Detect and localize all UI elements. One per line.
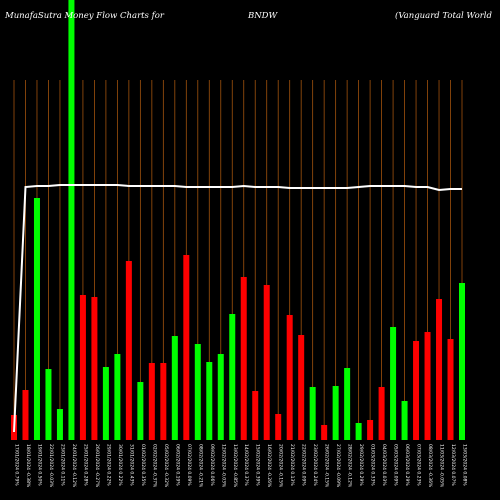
x-tick-label: 17/01/2024 0.79%: [14, 444, 20, 486]
x-tick-label: 27/02/2024 -0.09%: [335, 444, 341, 488]
x-tick-label: 22/01/2024 -0.03%: [48, 444, 54, 488]
bar: [275, 414, 282, 440]
x-tick-label: 06/03/2024 0.29%: [404, 444, 410, 486]
bar: [160, 363, 167, 440]
bar: [298, 335, 305, 440]
money-flow-line: [13, 184, 462, 433]
bar: [102, 367, 109, 440]
bar: [309, 387, 316, 440]
x-tick-label: 08/02/2024 -0.21%: [197, 444, 203, 488]
x-tick-label: 12/03/2024 0.07%: [450, 444, 456, 486]
x-tick-label: 28/02/2024 -0.12%: [347, 444, 353, 488]
bar: [79, 295, 86, 440]
bar: [459, 283, 465, 440]
bar: [22, 390, 29, 440]
x-tick-label: 22/02/2024 0.09%: [301, 444, 307, 486]
bar: [286, 315, 293, 440]
bar: [206, 362, 213, 440]
bar: [137, 382, 144, 440]
bar: [183, 255, 190, 440]
x-tick-label: 19/01/2024 0.50%: [36, 444, 42, 486]
bar: [217, 354, 224, 440]
bar: [390, 327, 397, 440]
bar: [367, 420, 374, 440]
x-tick-label: 14/02/2024 0.37%: [243, 444, 249, 486]
x-tick-label: 21/02/2024 0.13%: [289, 444, 295, 486]
x-tick-label: 30/01/2024 0.22%: [117, 444, 123, 486]
x-tick-label: 04/03/2024 0.03%: [381, 444, 387, 486]
x-tick-label: 06/02/2024 0.19%: [174, 444, 180, 486]
x-tick-label: 20/02/2024 -0.15%: [278, 444, 284, 488]
bar: [378, 387, 385, 440]
x-tick-label: 16/02/2024 -0.26%: [266, 444, 272, 488]
x-tick-label: 08/03/2024 -0.36%: [427, 444, 433, 488]
bar: [252, 391, 259, 440]
x-tick-label: 05/03/2024 0.09%: [393, 444, 399, 486]
x-tick-label: 23/01/2024 0.11%: [59, 444, 65, 486]
bar: [424, 332, 431, 440]
bar: [114, 354, 121, 440]
bar: [229, 314, 236, 440]
bar: [148, 363, 155, 440]
x-tick-label: 11/03/2024 -0.05%: [439, 444, 445, 488]
x-tick-label: 23/02/2024 0.24%: [312, 444, 318, 486]
x-tick-label: 12/02/2024 -0.03%: [220, 444, 226, 488]
bar: [321, 425, 328, 440]
x-tick-label: 29/02/2024 0.29%: [358, 444, 364, 486]
bar: [91, 297, 98, 440]
x-tick-label: 09/02/2024 0.06%: [209, 444, 215, 486]
x-tick-label: 26/01/2024 -0.27%: [94, 444, 100, 488]
bar: [263, 285, 270, 440]
x-tick-label: 13/02/2024 -0.85%: [232, 444, 238, 488]
header-ticker: BNDW: [247, 11, 278, 21]
x-tick-labels: 17/01/2024 0.79% 18/01/2024 -0.38% 19/01/2…: [14, 444, 468, 488]
bar: [344, 368, 351, 440]
bar: [332, 386, 339, 440]
bar: [436, 299, 443, 440]
bar: [45, 369, 52, 440]
x-tick-label: 13/03/2024 0.08%: [462, 444, 468, 486]
x-tick-label: 01/03/2024 0.33%: [370, 444, 376, 486]
x-tick-label: 26/02/2024 -0.15%: [324, 444, 330, 488]
header-left: MunafaSutra Money Flow Charts for: [4, 11, 165, 21]
bar: [56, 409, 63, 440]
bar: [447, 339, 454, 440]
x-tick-label: 01/02/2024 0.35%: [140, 444, 146, 486]
bar: [413, 341, 420, 440]
x-tick-label: 07/03/2024 0.23%: [416, 444, 422, 486]
bar: [194, 344, 201, 440]
bar: [355, 423, 362, 440]
x-tick-label: 07/02/2024 0.09%: [186, 444, 192, 486]
x-tick-label: 29/01/2024 0.22%: [105, 444, 111, 486]
bars: [11, 0, 465, 440]
x-tick-label: 15/02/2024 0.39%: [255, 444, 261, 486]
x-tick-label: 18/01/2024 -0.38%: [25, 444, 31, 488]
bar: [240, 277, 247, 440]
x-tick-label: 02/02/2024 -0.37%: [151, 444, 157, 488]
x-tick-label: 05/02/2024 -0.32%: [163, 444, 169, 488]
bar: [125, 261, 132, 440]
header-right: (Vanguard Total World: [395, 10, 492, 21]
x-tick-label: 24/01/2024 -0.12%: [71, 444, 77, 488]
x-tick-label: 25/01/2024 0.28%: [82, 444, 88, 486]
x-tick-label: 31/01/2024 0.43%: [128, 444, 134, 486]
bar: [68, 0, 75, 440]
bar: [171, 336, 178, 440]
bar: [401, 401, 408, 440]
bar: [33, 198, 40, 440]
